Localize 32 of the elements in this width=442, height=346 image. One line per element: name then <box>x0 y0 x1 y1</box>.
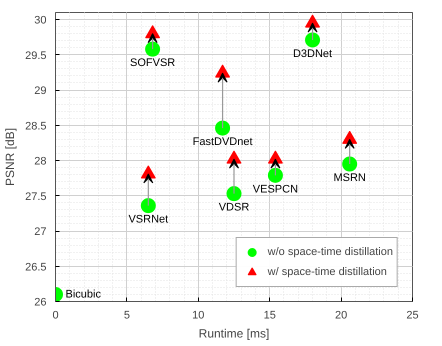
point <box>226 186 242 202</box>
annotation: VESPCN <box>252 183 298 196</box>
y-tick-label: 29.5 <box>25 50 47 62</box>
point <box>215 120 230 136</box>
x-tick-label: 20 <box>334 310 348 322</box>
x-tick-label: 5 <box>124 310 130 322</box>
x-tick-label: 25 <box>406 310 419 322</box>
x-tick-label: 10 <box>192 310 204 322</box>
annotation: VDSR <box>218 202 250 214</box>
legend-label: w/o space-time distillation <box>268 246 393 258</box>
y-axis-title: PSNR [dB] <box>3 128 18 186</box>
y-tick-label: 29 <box>34 85 47 98</box>
legend-label: w/ space-time distillation <box>268 266 387 278</box>
y-tick-label: 28 <box>34 156 47 168</box>
x-axis-title: Runtime [ms] <box>198 326 270 340</box>
y-tick-label: 26 <box>34 296 47 308</box>
annotation: Bicubic <box>66 288 102 300</box>
y-tick-label: 27.5 <box>25 190 47 203</box>
annotation: VSRNet <box>128 214 168 226</box>
annotation: FastDVDnet <box>192 136 253 148</box>
y-tick-label: 30 <box>34 14 47 27</box>
point <box>342 156 358 172</box>
x-tick-label: 0 <box>52 310 59 322</box>
annotation: D3DNet <box>292 48 332 60</box>
y-tick-label: 26.5 <box>25 261 47 274</box>
y-tick-label: 28.5 <box>25 120 47 132</box>
point <box>140 198 156 214</box>
point <box>268 168 283 183</box>
annotation: MSRN <box>333 172 366 184</box>
annotation: SOFVSR <box>130 57 176 70</box>
x-tick-label: 15 <box>264 310 276 322</box>
y-tick-label: 27 <box>34 226 47 238</box>
